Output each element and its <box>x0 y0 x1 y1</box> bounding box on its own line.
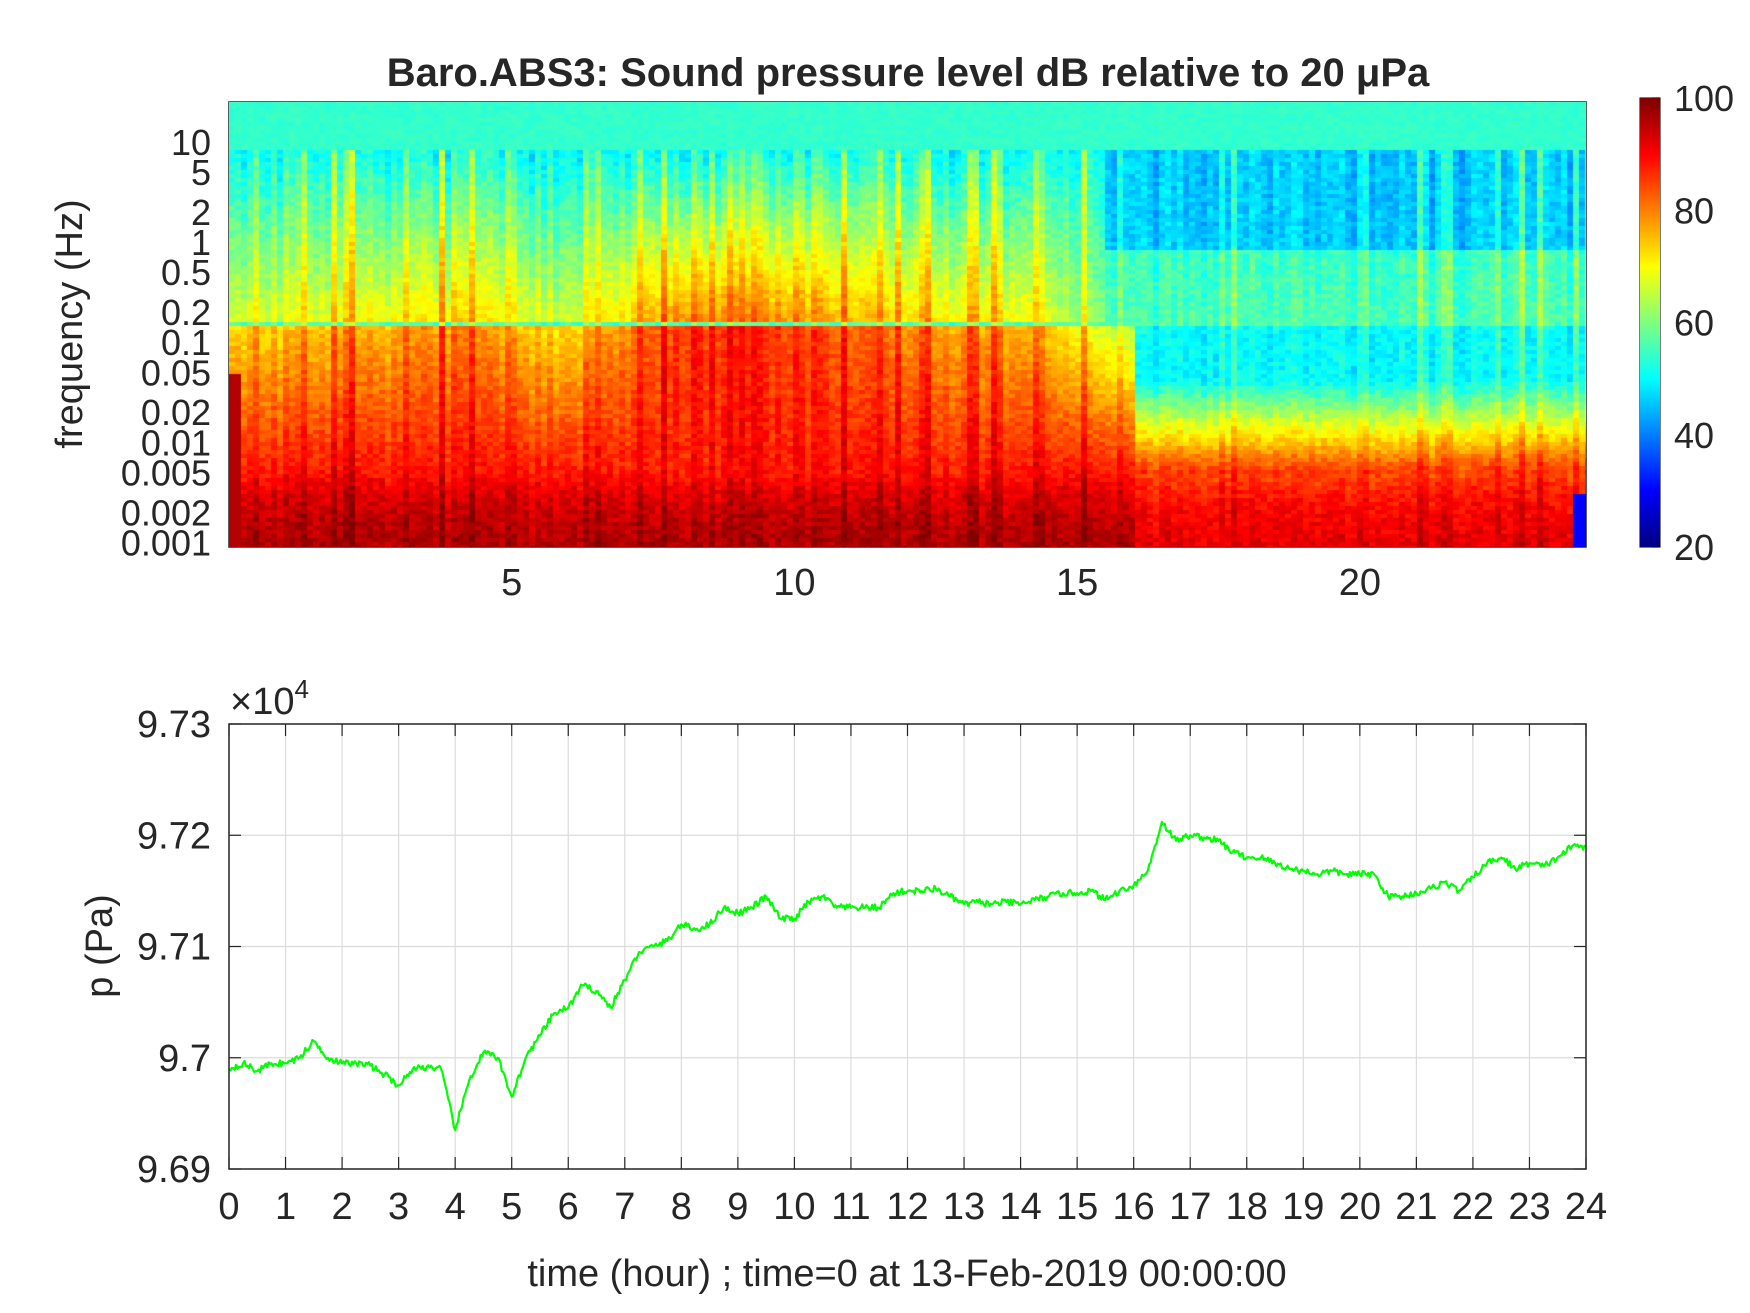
pressure-y-tick-label: 9.69 <box>137 1149 211 1191</box>
pressure-x-tick-label: 0 <box>218 1186 239 1228</box>
pressure-x-tick-label: 23 <box>1508 1186 1550 1228</box>
pressure-x-tick-label: 8 <box>671 1186 692 1228</box>
colorbar-gradient <box>1640 98 1660 547</box>
spectrogram-y-tick-label: 0.001 <box>121 522 211 563</box>
spectrogram-y-tick-label: 0.02 <box>141 392 211 433</box>
spectrogram-y-tick-label: 1 <box>191 222 211 263</box>
spectrogram-y-tick-label: 0.1 <box>161 322 211 363</box>
pressure-x-tick-label: 17 <box>1169 1186 1211 1228</box>
spectrogram-panel: Baro.ABS3: Sound pressure level dB relat… <box>49 51 1587 604</box>
exponent-power: 4 <box>294 674 308 704</box>
pressure-x-tick-label: 3 <box>388 1186 409 1228</box>
pressure-ylabel: p (Pa) <box>79 894 121 997</box>
pressure-x-tick-label: 21 <box>1395 1186 1437 1228</box>
pressure-x-tick-label: 4 <box>445 1186 466 1228</box>
colorbar-tick-label: 80 <box>1674 190 1714 231</box>
pressure-xlabel: time (hour) ; time=0 at 13-Feb-2019 00:0… <box>527 1253 1286 1295</box>
spectrogram-y-tick-label: 2 <box>191 192 211 233</box>
pressure-x-tick-label: 13 <box>943 1186 985 1228</box>
pressure-x-tick-label: 20 <box>1339 1186 1381 1228</box>
spectrogram-y-tick-label: 5 <box>191 152 211 193</box>
pressure-series-line <box>228 820 1587 1132</box>
spectrogram-x-tick-label: 15 <box>1056 562 1098 604</box>
spectrogram-x-tick-label: 20 <box>1339 562 1381 604</box>
spectrogram-ylabel: frequency (Hz) <box>49 199 91 448</box>
pressure-x-tick-label: 24 <box>1565 1186 1607 1228</box>
pressure-x-tick-label: 7 <box>614 1186 635 1228</box>
pressure-x-tick-label: 12 <box>886 1186 928 1228</box>
pressure-x-tick-label: 6 <box>558 1186 579 1228</box>
spectrogram-x-ticks: 5 10 15 20 <box>501 535 1381 604</box>
pressure-y-exponent: ×104 <box>230 674 309 723</box>
pressure-x-tick-label: 9 <box>727 1186 748 1228</box>
spectrogram-y-tick-label: 0.005 <box>121 452 211 493</box>
pressure-y-tick-label: 9.72 <box>137 815 211 857</box>
pressure-panel: 9.699.79.719.729.73 0 1 2 3 4 5 6 7 8 9 10 11 12 13 14… <box>79 674 1607 1295</box>
pressure-x-tick-label: 15 <box>1056 1186 1098 1228</box>
pressure-y-tick-label: 9.73 <box>137 704 211 746</box>
pressure-x-tick-label: 16 <box>1113 1186 1155 1228</box>
spectrogram-y-tick-label: 10 <box>171 122 211 163</box>
spectrogram-x-tick-label: 5 <box>501 562 522 604</box>
pressure-y-tick-label: 9.7 <box>158 1038 211 1080</box>
pressure-y-ticks: 9.69 9.7 9.71 9.72 9.73 <box>137 704 1586 1191</box>
pressure-x-tick-label: 10 <box>773 1186 815 1228</box>
colorbar-ticks: 20 40 60 80 100 <box>1652 78 1734 568</box>
pressure-x-tick-label: 1 <box>275 1186 296 1228</box>
spectrogram-y-ticks: 105210.50.20.10.050.020.010.0050.0020.00… <box>121 122 241 563</box>
spectrogram-y-tick-label: 0.002 <box>121 492 211 533</box>
spectrogram-y-tick-label: 0.01 <box>141 422 211 463</box>
pressure-x-tick-label: 14 <box>999 1186 1041 1228</box>
pressure-x-tick-label: 11 <box>831 1186 870 1228</box>
spectrogram-x-tick-label: 10 <box>773 562 815 604</box>
spectrogram-y-tick-label: 0.05 <box>141 352 211 393</box>
pressure-x-tick-label: 19 <box>1282 1186 1324 1228</box>
pressure-x-tick-label: 5 <box>501 1186 522 1228</box>
spectrogram-y-tick-label: 0.2 <box>161 292 211 333</box>
spectrogram-title: Baro.ABS3: Sound pressure level dB relat… <box>387 51 1430 95</box>
pressure-x-tick-label: 18 <box>1226 1186 1268 1228</box>
pressure-x-tick-label: 22 <box>1452 1186 1494 1228</box>
colorbar-tick-label: 40 <box>1674 415 1714 456</box>
colorbar-tick-label: 60 <box>1674 303 1714 344</box>
colorbar-tick-label: 100 <box>1674 78 1734 119</box>
pressure-x-tick-label: 2 <box>332 1186 353 1228</box>
pressure-x-ticks: 0 1 2 3 4 5 6 7 8 9 10 11 12 13 14 15 16 17 18 19 20 21 22 23 24 <box>218 724 1607 1228</box>
pressure-y-tick-label: 9.71 <box>137 927 211 969</box>
exponent-base: ×10 <box>230 681 294 723</box>
spectrogram-heatmap <box>229 102 1586 547</box>
spectrogram-y-tick-label: 0.5 <box>161 252 211 293</box>
colorbar-tick-label: 20 <box>1674 527 1714 568</box>
